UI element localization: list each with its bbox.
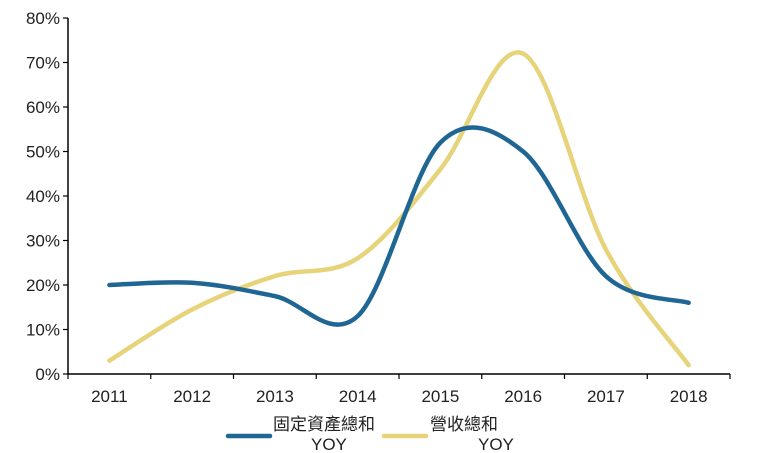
x-tick-label: 2016	[504, 387, 542, 406]
x-tick-label: 2014	[339, 387, 377, 406]
x-tick-label: 2011	[91, 387, 128, 406]
series-line-fixed-assets	[107, 125, 691, 327]
series-line-revenue	[107, 50, 691, 368]
series-lines	[107, 50, 691, 368]
y-tick-label: 80%	[26, 9, 60, 28]
y-tick-label: 30%	[26, 232, 60, 251]
y-tick-labels: 0% 10% 20% 30% 40% 50% 60% 70% 80%	[26, 9, 68, 384]
legend-label-fixed-assets-line2: YOY	[311, 435, 347, 453]
y-tick-label: 70%	[26, 54, 60, 73]
legend-label-revenue-line2: YOY	[478, 435, 514, 453]
x-tick-label: 2013	[256, 387, 294, 406]
x-tick-label: 2012	[173, 387, 211, 406]
x-tick-labels: 2011 2012 2013 2014 2015 2016 2017 2018	[67, 374, 731, 406]
legend-label-fixed-assets-line1: 固定資產總和	[273, 415, 375, 434]
y-tick-label: 0%	[35, 365, 60, 384]
x-tick-label: 2018	[670, 387, 708, 406]
y-tick-label: 50%	[26, 143, 60, 162]
y-tick-label: 20%	[26, 276, 60, 295]
legend: 固定資產總和 YOY 營收總和 YOY	[225, 415, 514, 453]
legend-label-revenue-line1: 營收總和	[430, 415, 498, 434]
y-tick-label: 60%	[26, 98, 60, 117]
y-tick-label: 10%	[26, 321, 60, 340]
x-tick-label: 2015	[421, 387, 459, 406]
y-tick-label: 40%	[26, 187, 60, 206]
x-tick-label: 2017	[587, 387, 625, 406]
